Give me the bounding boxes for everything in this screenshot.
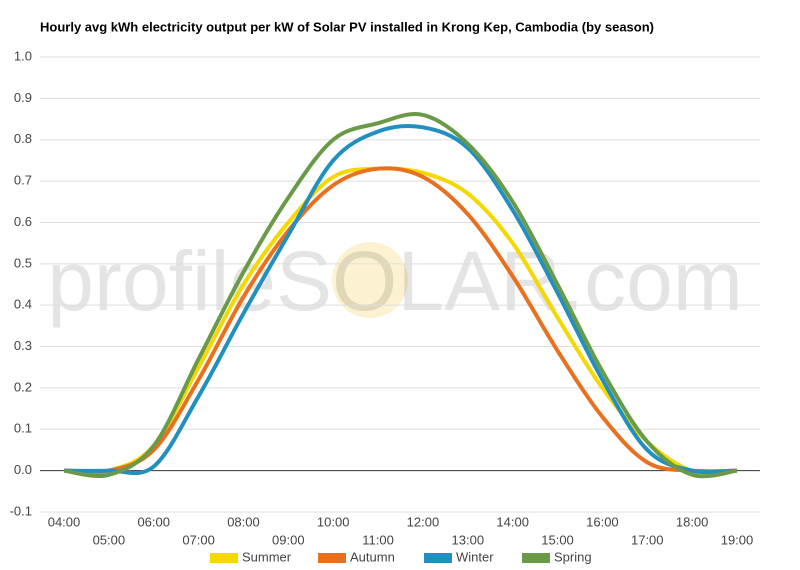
line-series — [63, 112, 738, 479]
legend-swatch — [522, 553, 550, 563]
watermark-sun — [332, 242, 408, 318]
y-tick-label: -0.1 — [10, 503, 32, 518]
y-tick-label: 0.2 — [14, 379, 32, 394]
x-tick-label: 19:00 — [721, 532, 754, 547]
line-series — [63, 166, 738, 475]
legend-swatch — [318, 553, 346, 563]
y-tick-label: 0.8 — [14, 131, 32, 146]
y-tick-label: 0.0 — [14, 462, 32, 477]
x-tick-label: 11:00 — [362, 532, 394, 547]
y-tick-label: 0.7 — [14, 173, 32, 188]
x-tick-label: 18:00 — [676, 514, 709, 529]
x-tick-label: 07:00 — [182, 532, 215, 547]
legend-swatch — [424, 553, 452, 563]
x-tick-label: 15:00 — [541, 532, 574, 547]
y-tick-label: 0.1 — [14, 421, 32, 436]
x-tick-label: 12:00 — [407, 514, 440, 529]
watermark: profileSOLAR.com — [47, 234, 743, 328]
legend-label: Spring — [554, 549, 592, 564]
legend-label: Autumn — [350, 549, 395, 564]
x-tick-label: 06:00 — [137, 514, 170, 529]
y-tick-label: 0.3 — [14, 338, 32, 353]
x-tick-label: 13:00 — [452, 532, 485, 547]
y-tick-label: 0.5 — [14, 255, 32, 270]
y-tick-label: 1.0 — [14, 48, 32, 63]
chart-title: Hourly avg kWh electricity output per kW… — [40, 19, 654, 34]
x-tick-label: 05:00 — [93, 532, 126, 547]
legend-label: Summer — [242, 549, 292, 564]
x-tick-label: 09:00 — [272, 532, 305, 547]
x-tick-label: 16:00 — [586, 514, 619, 529]
x-tick-label: 14:00 — [496, 514, 529, 529]
line-series — [63, 123, 738, 476]
y-tick-label: 0.4 — [14, 297, 32, 312]
legend-swatch — [210, 553, 238, 563]
x-tick-label: 17:00 — [631, 532, 664, 547]
legend-label: Winter — [456, 549, 494, 564]
y-tick-label: 0.9 — [14, 90, 32, 105]
x-tick-label: 10:00 — [317, 514, 350, 529]
x-tick-label: 04:00 — [48, 514, 81, 529]
x-tick-label: 08:00 — [227, 514, 260, 529]
y-tick-label: 0.6 — [14, 214, 32, 229]
